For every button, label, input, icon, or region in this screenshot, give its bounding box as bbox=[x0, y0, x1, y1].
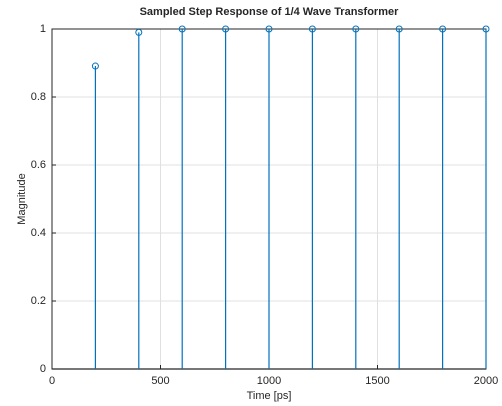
x-tick-label: 500 bbox=[151, 375, 169, 387]
y-tick-label: 0.6 bbox=[31, 159, 46, 171]
chart-title: Sampled Step Response of 1/4 Wave Transf… bbox=[140, 6, 400, 18]
y-axis-label: Magnitude bbox=[16, 173, 28, 224]
x-tick-label: 1500 bbox=[365, 375, 389, 387]
y-tick-label: 0.4 bbox=[31, 227, 46, 239]
stem-marker bbox=[91, 62, 99, 70]
y-tick-label: 0.2 bbox=[31, 295, 46, 307]
stem-marker bbox=[265, 25, 273, 33]
y-tick-label: 0 bbox=[40, 363, 46, 375]
x-tick-label: 2000 bbox=[474, 375, 498, 387]
x-axis-label: Time [ps] bbox=[247, 390, 292, 402]
stem-marker bbox=[308, 25, 316, 33]
stem-marker bbox=[222, 25, 230, 33]
stem-marker bbox=[482, 25, 490, 33]
stem-marker bbox=[135, 28, 143, 36]
stem-marker bbox=[178, 25, 186, 33]
stem-marker bbox=[395, 25, 403, 33]
stem-marker bbox=[352, 25, 360, 33]
y-tick-label: 0.8 bbox=[31, 91, 46, 103]
x-tick-label: 0 bbox=[49, 375, 55, 387]
stem-marker bbox=[439, 25, 447, 33]
x-tick-label: 1000 bbox=[257, 375, 281, 387]
y-tick-label: 1 bbox=[40, 23, 46, 35]
